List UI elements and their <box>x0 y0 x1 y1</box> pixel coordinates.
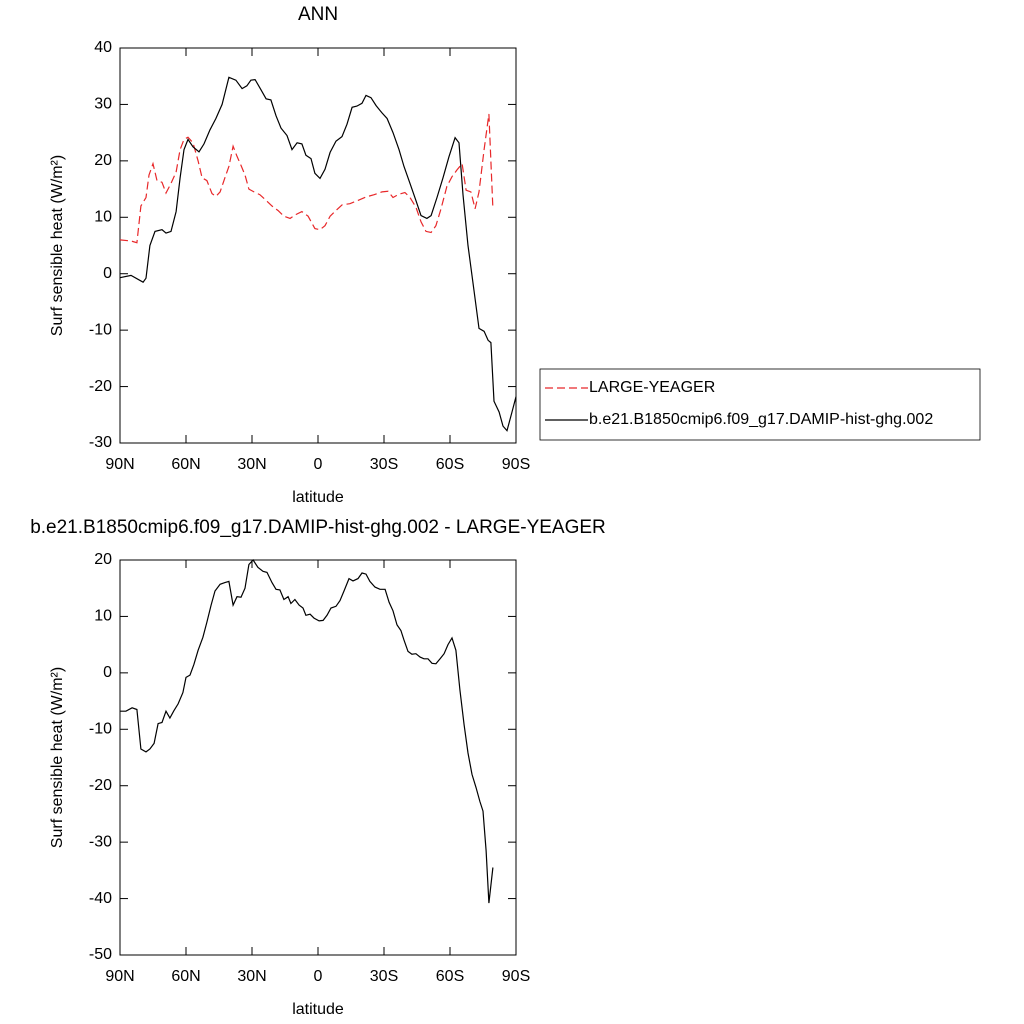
y-tick-label: 30 <box>94 96 112 113</box>
legend-label: LARGE-YEAGER <box>589 379 715 396</box>
x-tick-label: 90N <box>105 968 134 985</box>
y-axis-label: Surf sensible heat (W/m²) <box>49 155 66 336</box>
data-line <box>119 76 517 432</box>
chart-title: ANN <box>298 4 338 25</box>
data-line <box>120 559 494 904</box>
data-line <box>119 113 494 244</box>
y-tick-label: 10 <box>94 608 112 625</box>
y-axis-label: Surf sensible heat (W/m²) <box>49 667 66 848</box>
x-tick-label: 30S <box>370 968 398 985</box>
y-tick-label: -20 <box>89 777 112 794</box>
legend-label: b.e21.B1850cmip6.f09_g17.DAMIP-hist-ghg.… <box>589 411 933 428</box>
y-tick-label: -10 <box>89 321 112 338</box>
y-tick-label: -40 <box>89 890 112 907</box>
x-tick-label: 60N <box>171 968 200 985</box>
plot-frame <box>119 47 517 444</box>
plot-frame <box>119 559 517 956</box>
y-tick-label: 20 <box>94 551 112 568</box>
y-tick-label: -20 <box>89 378 112 395</box>
y-tick-label: 40 <box>94 39 112 56</box>
chart-title: b.e21.B1850cmip6.f09_g17.DAMIP-hist-ghg.… <box>30 517 606 538</box>
x-tick-label: 60N <box>171 456 200 473</box>
y-tick-label: 10 <box>94 209 112 226</box>
x-axis-label: latitude <box>292 489 344 506</box>
x-tick-label: 30S <box>370 456 398 473</box>
x-tick-label: 0 <box>314 456 323 473</box>
x-tick-label: 30N <box>237 456 266 473</box>
x-tick-label: 60S <box>436 456 464 473</box>
y-tick-label: -30 <box>89 833 112 850</box>
y-tick-label: -50 <box>89 946 112 963</box>
x-tick-label: 30N <box>237 968 266 985</box>
x-tick-label: 90N <box>105 456 134 473</box>
x-tick-label: 0 <box>314 968 323 985</box>
y-tick-label: 0 <box>103 265 112 282</box>
y-tick-label: 20 <box>94 152 112 169</box>
y-tick-label: 0 <box>103 664 112 681</box>
legend-box <box>539 368 981 441</box>
x-tick-label: 60S <box>436 968 464 985</box>
x-axis-label: latitude <box>292 1001 344 1018</box>
x-tick-label: 90S <box>502 968 530 985</box>
x-tick-label: 90S <box>502 456 530 473</box>
y-tick-label: -10 <box>89 721 112 738</box>
y-tick-label: -30 <box>89 434 112 451</box>
